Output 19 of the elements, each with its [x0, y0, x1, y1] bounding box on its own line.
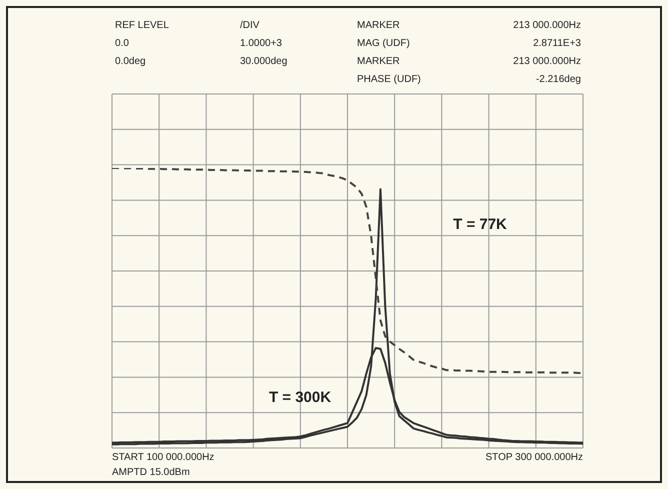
text: START 100 000.000Hz: [112, 452, 214, 463]
text: 1.0000+3: [240, 38, 282, 49]
text: 213 000.000Hz: [513, 56, 581, 67]
text: MARKER: [357, 20, 400, 31]
text: STOP 300 000.000Hz: [486, 452, 583, 463]
text: /DIV: [240, 20, 260, 31]
text: MAG (UDF): [357, 38, 410, 49]
text: MARKER: [357, 56, 400, 67]
text: 213 000.000Hz: [513, 20, 581, 31]
text: 0.0deg: [115, 56, 146, 67]
text: PHASE (UDF): [357, 74, 421, 85]
text: -2.216deg: [536, 74, 581, 85]
annotation: T = 77K: [453, 216, 507, 233]
text: 2.8711E+3: [533, 38, 581, 49]
annotation: T = 300K: [268, 389, 332, 406]
text: 30.000deg: [240, 56, 288, 67]
text: 0.0: [115, 38, 129, 49]
text: AMPTD 15.0dBm: [112, 467, 190, 478]
text: REF LEVEL: [115, 20, 169, 31]
